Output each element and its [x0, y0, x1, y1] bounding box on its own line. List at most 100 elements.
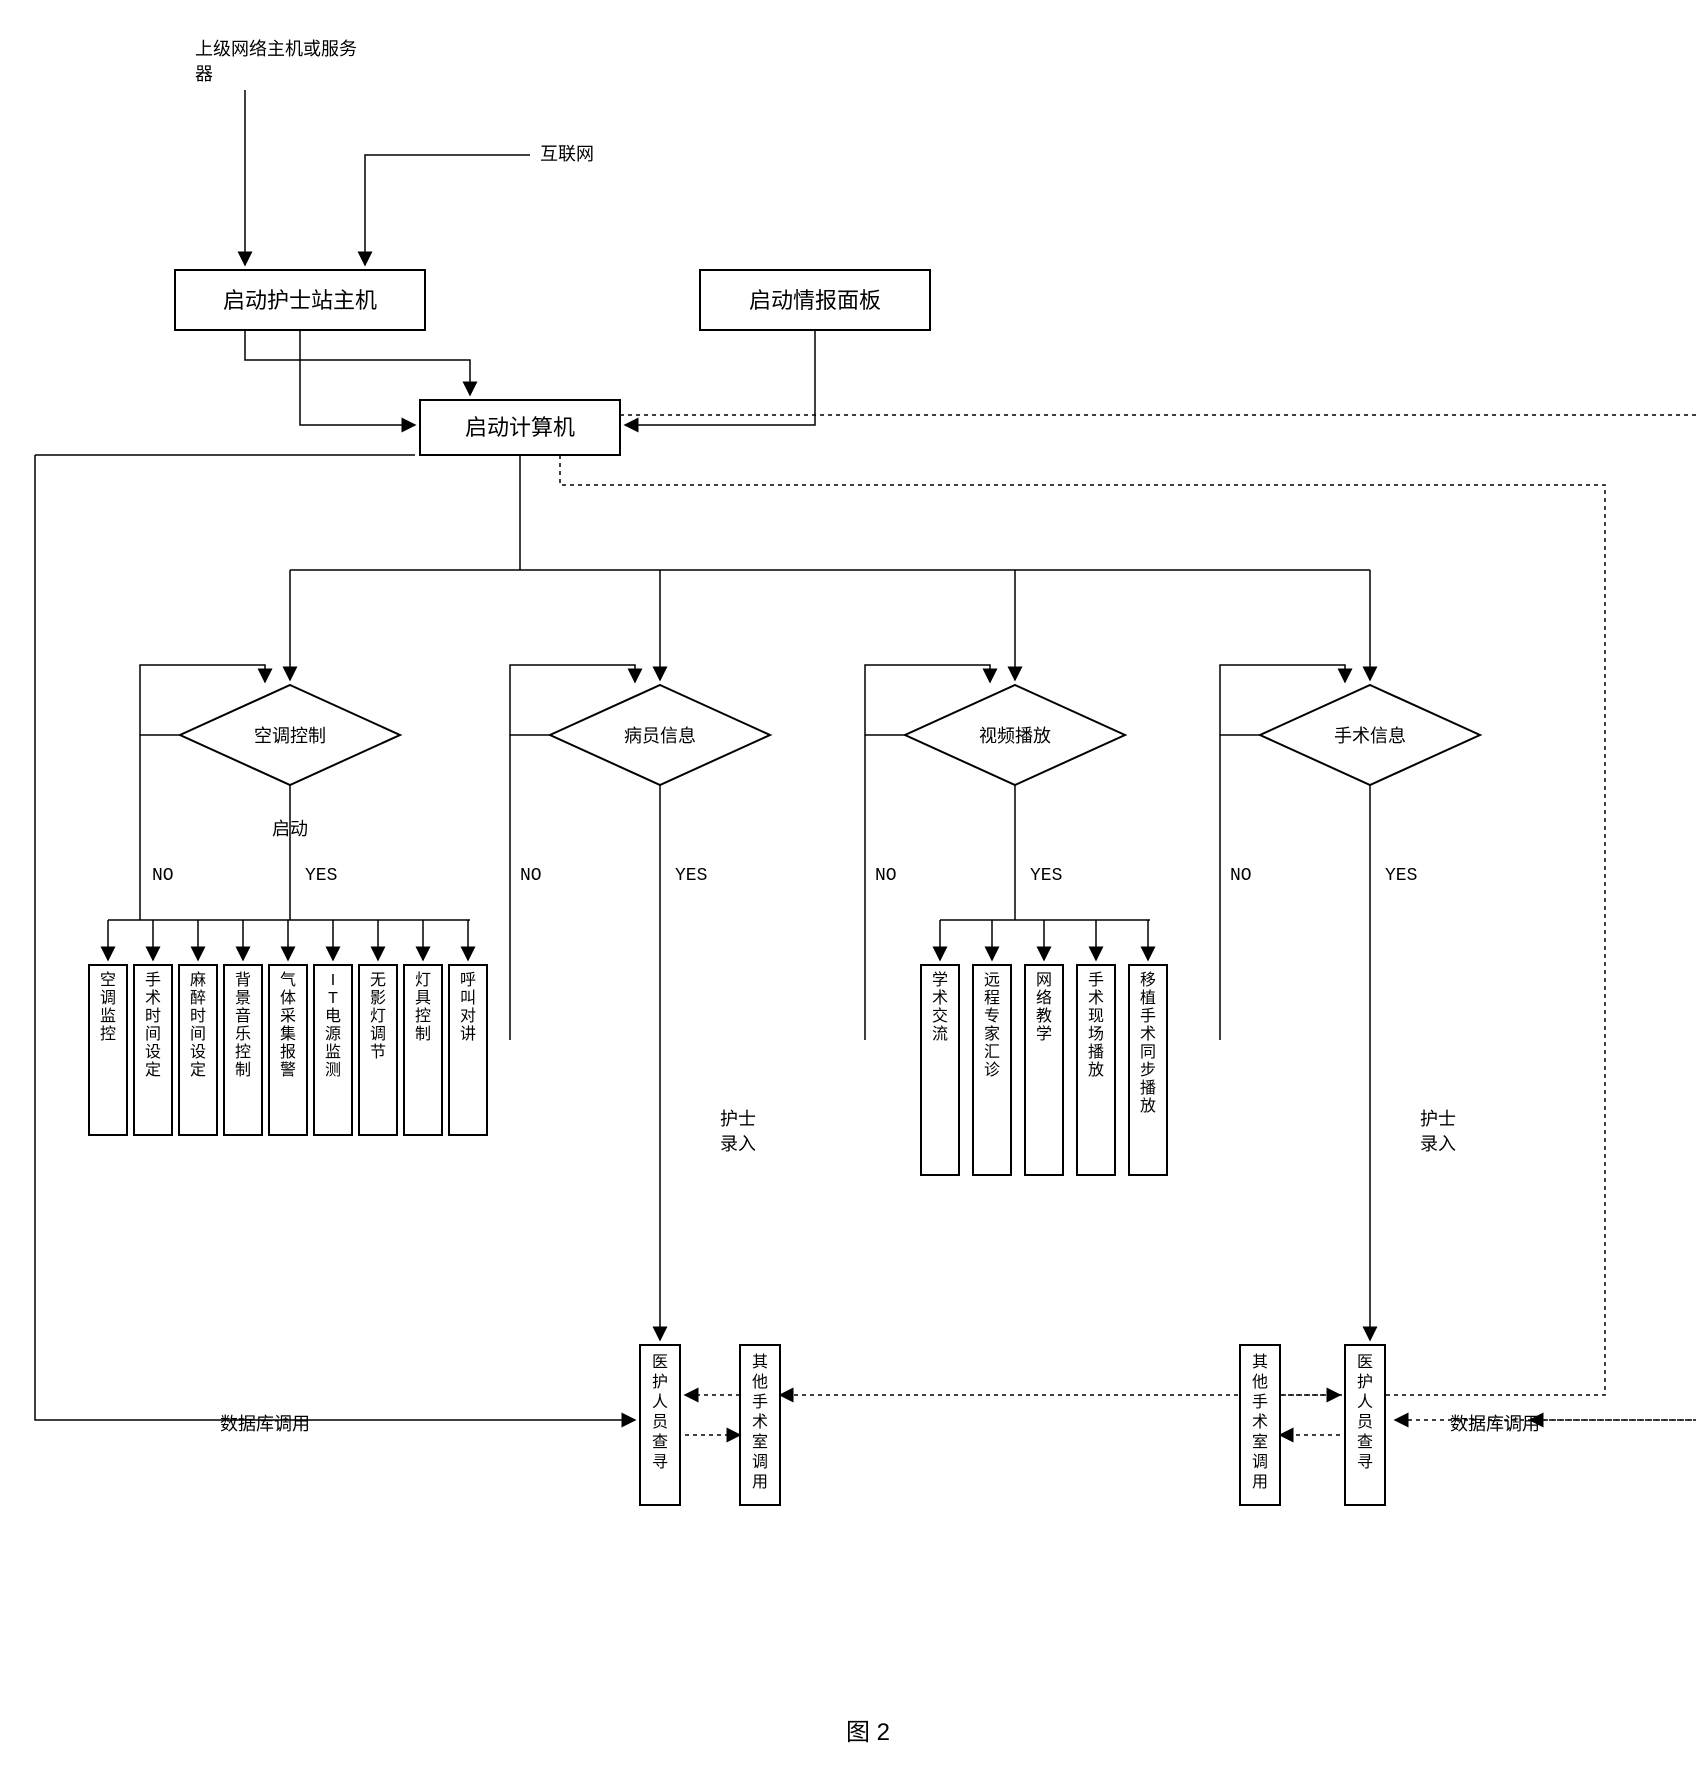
vbox-char: 场: [1088, 1025, 1104, 1043]
bottom-vbox-char: 手: [752, 1393, 768, 1411]
lbl-d2-no: NO: [520, 866, 542, 886]
text-start-nurse: 启动护士站主机: [223, 288, 377, 313]
label-upper-host-l2: 器: [195, 64, 213, 84]
vbox-char: T: [328, 990, 338, 1007]
bottom-vbox-char: 其: [752, 1353, 768, 1371]
bottom-vbox-char: 术: [1252, 1413, 1268, 1431]
vbox-char: 定: [190, 1061, 206, 1079]
vbox-char: 播: [1140, 1079, 1156, 1097]
bottom-vbox-char: 医: [1357, 1354, 1373, 1371]
vbox-char: 调: [100, 989, 116, 1007]
bottom-vbox-char: 室: [752, 1433, 768, 1451]
vbox-char: 采: [280, 1007, 296, 1025]
vbox-char: 定: [145, 1061, 161, 1079]
bottom-vbox-char: 调: [1252, 1453, 1268, 1471]
vbox-char: 影: [370, 989, 386, 1007]
bottom-vbox-char: 用: [752, 1474, 768, 1491]
vbox-char: 背: [235, 971, 251, 989]
vbox-char: 叫: [460, 989, 476, 1007]
vbox-char: 景: [235, 990, 251, 1007]
vbox-char: 醉: [190, 989, 206, 1007]
vbox-char: 报: [280, 1043, 296, 1061]
text-db1: 数据库调用: [220, 1414, 310, 1434]
vbox-char: 空: [100, 971, 116, 989]
text-nurse-entry1-l2: 录入: [720, 1134, 756, 1154]
vbox-char: 术: [932, 989, 948, 1007]
bottom-vbox-char: 寻: [1357, 1454, 1373, 1471]
bottom-vbox-char: 医: [652, 1354, 668, 1371]
vbox-char: 手: [1140, 1007, 1156, 1025]
bottom-vbox-char: 查: [652, 1433, 668, 1451]
vbox-char: 植: [1140, 989, 1156, 1007]
text-start-computer: 启动计算机: [465, 415, 575, 440]
vbox-char: 电: [325, 1007, 341, 1025]
vbox-char: 同: [1140, 1044, 1156, 1061]
vbox-char: 警: [280, 1061, 296, 1079]
vbox-char: 学: [932, 971, 948, 989]
vbox-char: 诊: [984, 1061, 1000, 1079]
vbox-char: 调: [370, 1025, 386, 1043]
vbox-char: 移: [1140, 971, 1156, 989]
bottom-vbox-char: 其: [1252, 1353, 1268, 1371]
vbox-char: 家: [984, 1025, 1000, 1043]
vbox-char: 具: [415, 990, 431, 1007]
bottom-vbox-char: 术: [752, 1413, 768, 1431]
bottom-vbox-char: 调: [752, 1453, 768, 1471]
vbox-char: 网: [1036, 972, 1052, 989]
lbl-d3-no: NO: [875, 866, 897, 886]
text-diamond-video: 视频播放: [979, 726, 1051, 746]
vbox-char: 专: [984, 1007, 1000, 1025]
bottom-vbox-char: 用: [1252, 1474, 1268, 1491]
bottom-vbox-char: 手: [1252, 1393, 1268, 1411]
text-nurse-entry2-l2: 录入: [1420, 1134, 1456, 1154]
vbox-char: 无: [370, 972, 386, 989]
vbox-char: 气: [280, 971, 296, 989]
vbox-char: 放: [1088, 1061, 1104, 1079]
bottom-vbox-char: 人: [652, 1393, 668, 1411]
edge-dash-right: [620, 415, 1696, 1420]
vbox-char: 手: [1088, 971, 1104, 989]
bottom-vbox-char: 室: [1252, 1433, 1268, 1451]
text-diamond-ac: 空调控制: [254, 726, 326, 746]
vbox-char: 乐: [235, 1025, 251, 1043]
vbox-char: 监: [100, 1007, 116, 1025]
edge-nurse-comp: [300, 330, 415, 425]
lbl-d3-yes: YES: [1030, 866, 1062, 886]
vbox-char: 设: [145, 1043, 161, 1061]
vbox-char: 麻: [190, 971, 206, 989]
vbox-char: 学: [1036, 1025, 1052, 1043]
vbox-char: 集: [280, 1025, 296, 1043]
vbox-char: 教: [1036, 1007, 1052, 1025]
vbox-char: 术: [1088, 989, 1104, 1007]
bottom-vbox-char: 他: [1252, 1373, 1268, 1391]
edge-nurse-comp-2: [245, 330, 470, 395]
vbox-char: 设: [190, 1043, 206, 1061]
edge-info-comp: [625, 330, 815, 425]
label-upper-host-l1: 上级网络主机或服务: [195, 39, 357, 59]
vbox-char: 节: [370, 1043, 386, 1061]
vbox-char: 现: [1088, 1008, 1104, 1025]
vbox-char: 控: [415, 1007, 431, 1025]
bottom-vbox-char: 员: [1357, 1413, 1373, 1431]
lbl-d1-yes: YES: [305, 866, 337, 886]
vbox-char: 术: [1140, 1025, 1156, 1043]
bottom-vbox-char: 人: [1357, 1393, 1373, 1411]
vbox-char: 步: [1140, 1061, 1156, 1079]
edge-internet-down: [365, 155, 530, 265]
vbox-char: 呼: [460, 971, 476, 989]
edge-dash-right-mid: [560, 455, 1605, 1395]
figure-caption: 图 2: [846, 1719, 890, 1746]
edge-db1: [35, 455, 635, 1420]
lbl-d4-yes: YES: [1385, 866, 1417, 886]
vbox-char: I: [331, 972, 335, 989]
vbox-char: 流: [932, 1025, 948, 1043]
text-db2: 数据库调用: [1450, 1414, 1540, 1434]
vbox-char: 间: [145, 1025, 161, 1043]
vbox-char: 播: [1088, 1043, 1104, 1061]
vbox-char: 控: [235, 1043, 251, 1061]
vbox-char: 灯: [370, 1007, 386, 1025]
vbox-char: 制: [235, 1061, 251, 1079]
vbox-char: 间: [190, 1025, 206, 1043]
vbox-char: 时: [145, 1007, 161, 1025]
vbox-char: 汇: [984, 1043, 1000, 1061]
